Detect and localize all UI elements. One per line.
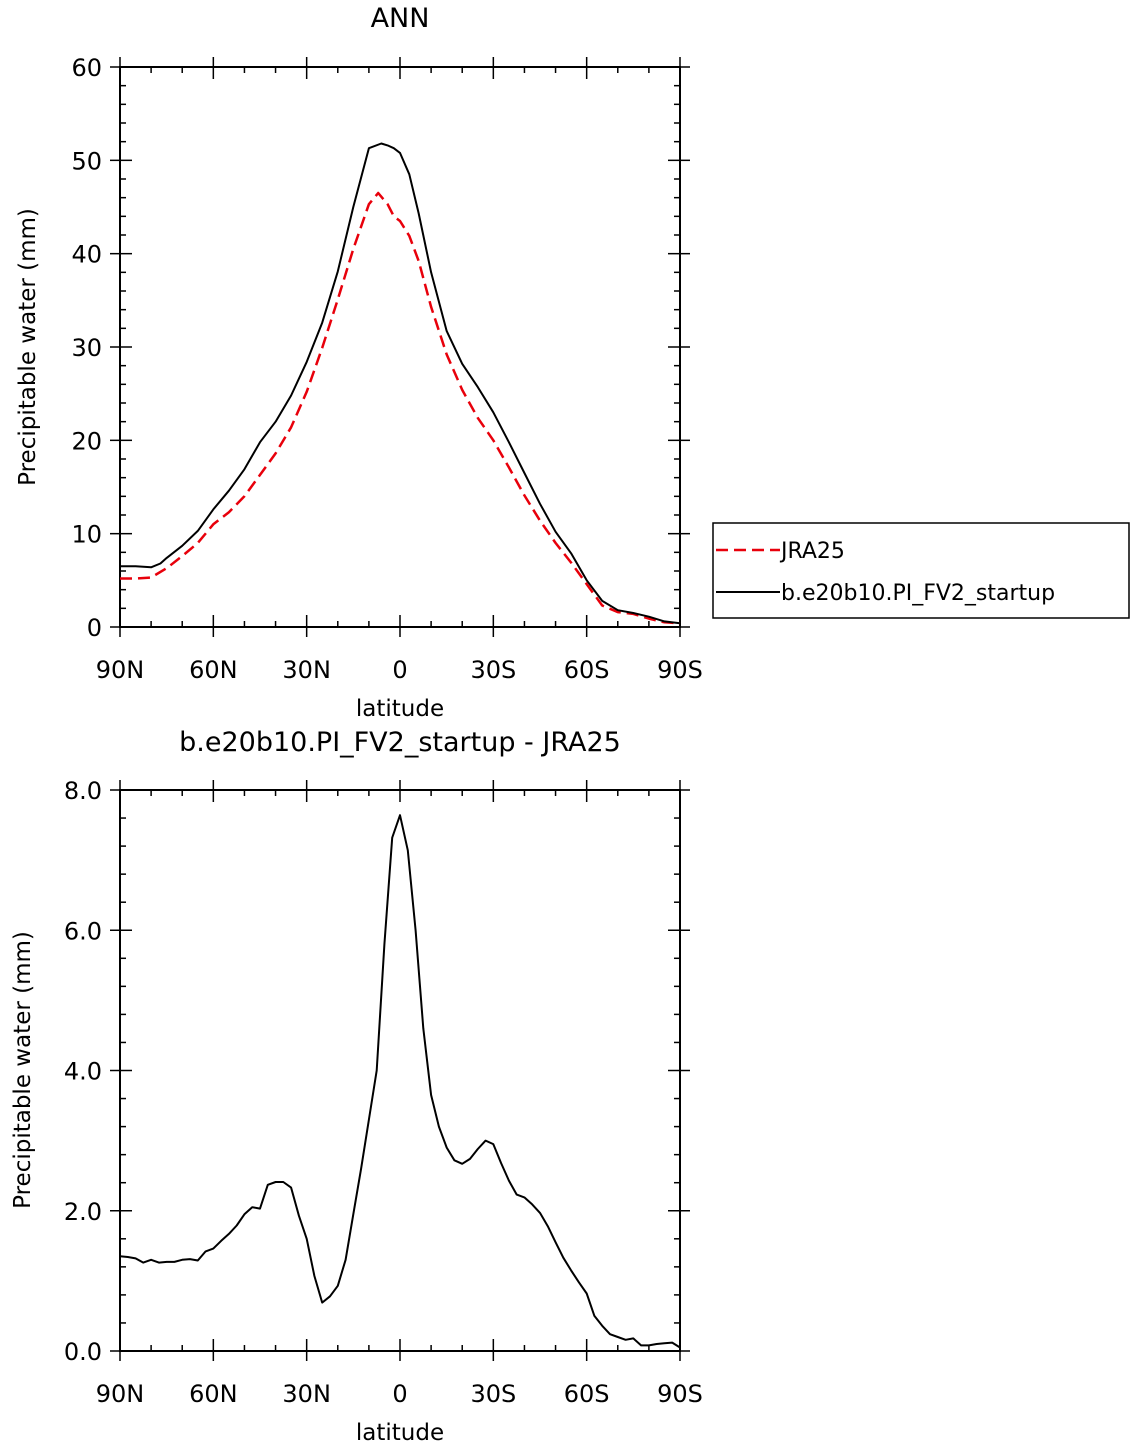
legend-box [712, 522, 1130, 619]
bottom-panel-title: b.e20b10.PI_FV2_startup - JRA25 [179, 727, 621, 758]
top-x-axis-label: latitude [356, 696, 444, 722]
bottom-axis-frame [110, 780, 690, 1361]
top-y-tick-labels: 0 10 20 30 40 50 60 [71, 54, 102, 642]
y-tick-label: 40 [71, 241, 102, 269]
y-tick-label: 6.0 [64, 917, 102, 945]
bottom-series [119, 814, 681, 1349]
bottom-y-tick-labels: 0.0 2.0 4.0 6.0 8.0 [64, 777, 102, 1366]
x-tick-label: 30S [470, 656, 516, 684]
legend-label-model: b.e20b10.PI_FV2_startup [781, 581, 1055, 606]
plot-frame [119, 789, 681, 1352]
top-panel: ANN 0 10 20 30 40 50 60 90N 60N 30N 0 30S 60S 90S Pr… [15, 3, 703, 722]
series-line-b-e20b10-pi-fv2-startup [120, 142, 681, 625]
x-tick-label: 60N [189, 1380, 238, 1408]
legend: JRA25 b.e20b10.PI_FV2_startup [712, 522, 1130, 619]
x-tick-label: 90N [96, 656, 145, 684]
x-tick-label: 30N [282, 1380, 331, 1408]
y-tick-label: 4.0 [64, 1058, 102, 1086]
y-tick-label: 30 [71, 334, 102, 362]
y-tick-label: 0.0 [64, 1338, 102, 1366]
bottom-y-axis-label: Precipitable water (mm) [10, 931, 36, 1209]
x-tick-label: 60S [564, 1380, 610, 1408]
y-tick-label: 0 [87, 614, 102, 642]
x-tick-label: 60S [564, 656, 610, 684]
top-series [120, 142, 681, 625]
x-tick-label: 60N [189, 656, 238, 684]
y-tick-label: 2.0 [64, 1198, 102, 1226]
plot-frame [119, 66, 681, 628]
x-tick-label: 30S [470, 1380, 516, 1408]
y-tick-label: 50 [71, 147, 102, 175]
series-line-series-0 [119, 814, 681, 1349]
x-tick-label: 30N [282, 656, 331, 684]
x-tick-label: 90S [657, 1380, 703, 1408]
y-tick-label: 20 [71, 427, 102, 455]
bottom-x-tick-labels: 90N 60N 30N 0 30S 60S 90S [96, 1380, 703, 1408]
top-axis-frame [110, 57, 690, 637]
x-tick-label: 0 [392, 1380, 407, 1408]
x-tick-label: 90N [96, 1380, 145, 1408]
top-panel-title: ANN [371, 3, 430, 34]
y-tick-label: 60 [71, 54, 102, 82]
x-tick-label: 90S [657, 656, 703, 684]
series-line-jra25 [120, 191, 681, 625]
y-tick-label: 10 [71, 521, 102, 549]
legend-label-jra25: JRA25 [779, 539, 845, 564]
bottom-x-axis-label: latitude [356, 1420, 444, 1446]
y-tick-label: 8.0 [64, 777, 102, 805]
bottom-panel: b.e20b10.PI_FV2_startup - JRA25 0.0 2.0 4.… [10, 727, 703, 1446]
top-y-axis-label: Precipitable water (mm) [15, 208, 41, 486]
x-tick-label: 0 [392, 656, 407, 684]
top-x-tick-labels: 90N 60N 30N 0 30S 60S 90S [96, 656, 703, 684]
